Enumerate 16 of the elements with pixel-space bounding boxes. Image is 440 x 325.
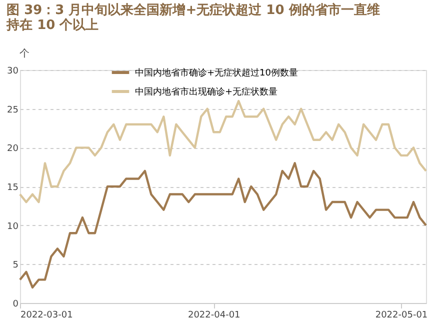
x-tick-label: 2022-03-01	[20, 310, 73, 320]
line-series	[18, 162, 428, 289]
y-tick-label: 25	[7, 105, 18, 116]
y-tick-label: 0	[12, 300, 19, 310]
y-tick-label: 5	[12, 260, 18, 271]
y-tick-label: 15	[7, 183, 18, 193]
y-tick-label: 20	[7, 144, 19, 154]
y-tick-label: 30	[7, 66, 19, 76]
y-tick-label: 10	[7, 222, 19, 232]
legend-label: 中国内地省市确诊+无症状超过10例数量	[135, 68, 298, 78]
chart-title: 图 39：3 月中旬以来全国新增+无症状超过 10 例的省市一直维持在 10 个以上	[6, 2, 380, 33]
legend-label: 中国内地省市出现确诊+无症状数量	[135, 86, 278, 98]
line-series	[18, 100, 428, 204]
x-tick-label: 2022-05-01	[375, 310, 428, 320]
y-axis-title: 个	[20, 48, 30, 60]
x-tick-label: 2022-04-01	[188, 310, 240, 320]
